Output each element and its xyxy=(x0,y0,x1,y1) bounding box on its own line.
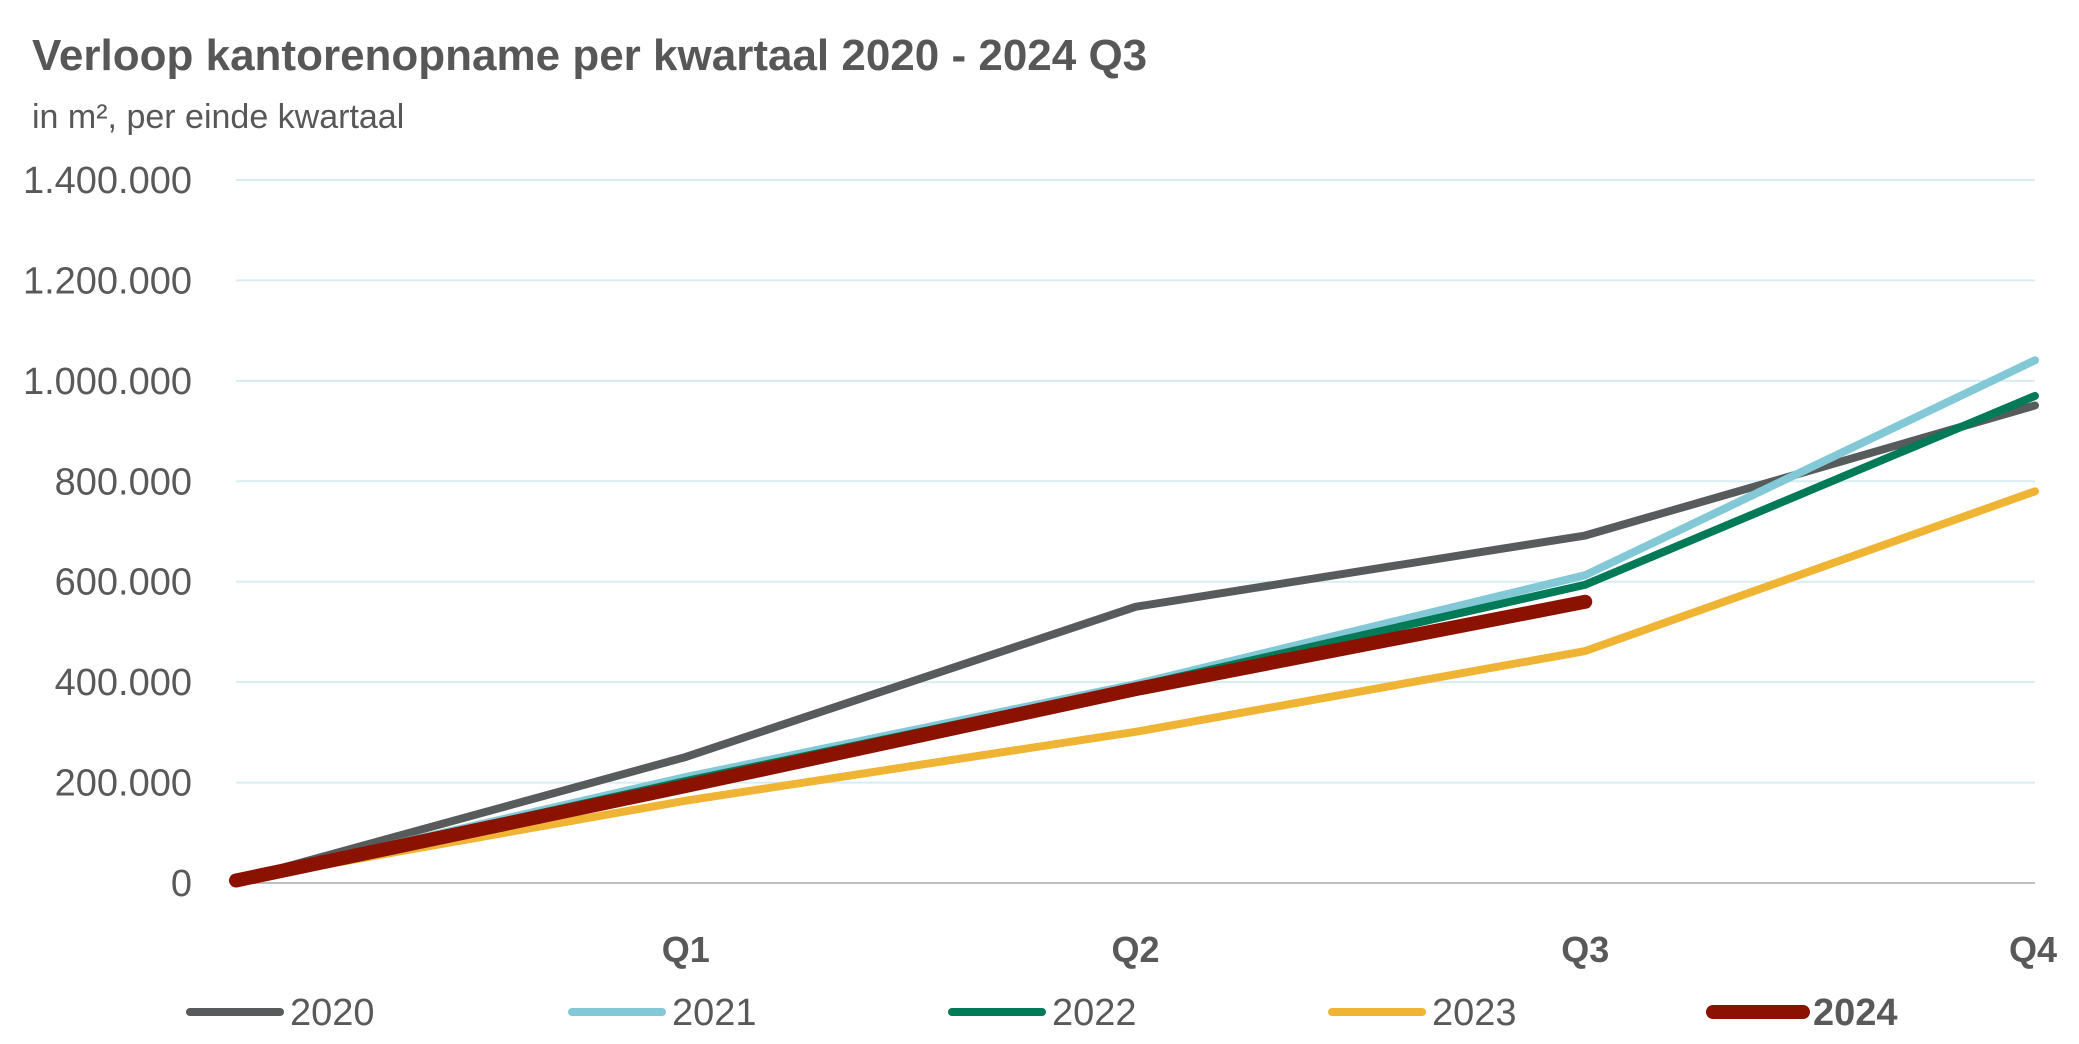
chart-title: Verloop kantorenopname per kwartaal 2020… xyxy=(32,31,1147,80)
series-line-2024 xyxy=(229,594,1593,888)
chart-subtitle: in m², per einde kwartaal xyxy=(32,98,404,136)
series-lines xyxy=(229,356,2039,888)
y-tick-label: 200.000 xyxy=(55,763,192,805)
y-tick-label: 1.400.000 xyxy=(23,160,192,202)
x-tick-label: Q4 xyxy=(2009,929,2057,970)
y-tick-label: 400.000 xyxy=(55,662,192,704)
y-tick-label: 1.000.000 xyxy=(23,361,192,403)
legend-label-2020: 2020 xyxy=(290,992,375,1034)
legend-label-2024: 2024 xyxy=(1813,992,1898,1034)
y-tick-label: 600.000 xyxy=(55,562,192,604)
x-axis-ticks: Q1 Q2 Q3 Q4 xyxy=(662,929,2057,970)
gridlines xyxy=(236,179,2035,884)
y-tick-label: 1.200.000 xyxy=(23,260,192,302)
y-tick-label: 800.000 xyxy=(55,461,192,503)
legend-label-2022: 2022 xyxy=(1052,992,1137,1034)
x-tick-label: Q2 xyxy=(1111,929,1159,970)
series-line-2023 xyxy=(232,487,2039,885)
y-tick-label: 0 xyxy=(171,863,192,905)
legend-label-2023: 2023 xyxy=(1432,992,1517,1034)
x-tick-label: Q1 xyxy=(662,929,710,970)
x-tick-label: Q3 xyxy=(1561,929,1609,970)
legend: 2020 2021 2022 2023 2024 xyxy=(186,992,1898,1034)
y-axis-ticks: 0 200.000 400.000 600.000 800.000 1.000.000 1.… xyxy=(23,160,192,905)
series-line-2020 xyxy=(232,401,2039,885)
legend-label-2021: 2021 xyxy=(672,992,757,1034)
